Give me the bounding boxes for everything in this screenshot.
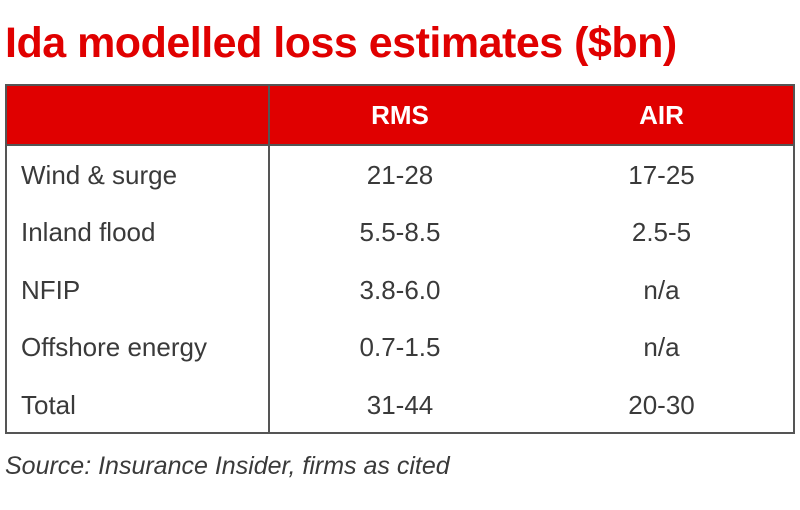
row-label: Inland flood: [21, 217, 156, 247]
rms-value: 3.8-6.0: [359, 275, 441, 305]
air-value: 17-25: [628, 160, 695, 190]
source-note: Source: Insurance Insider, firms as cite…: [5, 452, 450, 480]
row-label: Wind & surge: [21, 160, 178, 190]
air-value: 2.5-5: [631, 217, 692, 247]
header-divider: [7, 144, 793, 146]
table-row: Total 31-44 20-30: [7, 376, 793, 434]
row-label: Total: [21, 390, 76, 420]
chart-title: Ida modelled loss estimates ($bn): [5, 19, 677, 67]
rms-value: 0.7-1.5: [359, 332, 441, 362]
header-rms: RMS: [371, 100, 429, 130]
air-value: n/a: [643, 332, 680, 362]
rms-value: 21-28: [366, 160, 434, 190]
table-row: NFIP 3.8-6.0 n/a: [7, 261, 793, 319]
column-divider: [268, 86, 270, 432]
table-row: Inland flood 5.5-8.5 2.5-5: [7, 203, 793, 261]
header-air: AIR: [639, 100, 684, 130]
rms-value: 31-44: [366, 390, 434, 420]
loss-estimates-table: RMS AIR Wind & surge 21-28 17-25 Inland …: [5, 84, 795, 434]
air-value: 20-30: [628, 390, 695, 420]
rms-value: 5.5-8.5: [359, 217, 441, 247]
table-row: Wind & surge 21-28 17-25: [7, 146, 793, 204]
row-label: NFIP: [21, 275, 81, 305]
table-header-row: RMS AIR: [7, 86, 793, 144]
table-row: Offshore energy 0.7-1.5 n/a: [7, 318, 793, 376]
air-value: n/a: [643, 275, 680, 305]
row-label: Offshore energy: [21, 332, 207, 362]
